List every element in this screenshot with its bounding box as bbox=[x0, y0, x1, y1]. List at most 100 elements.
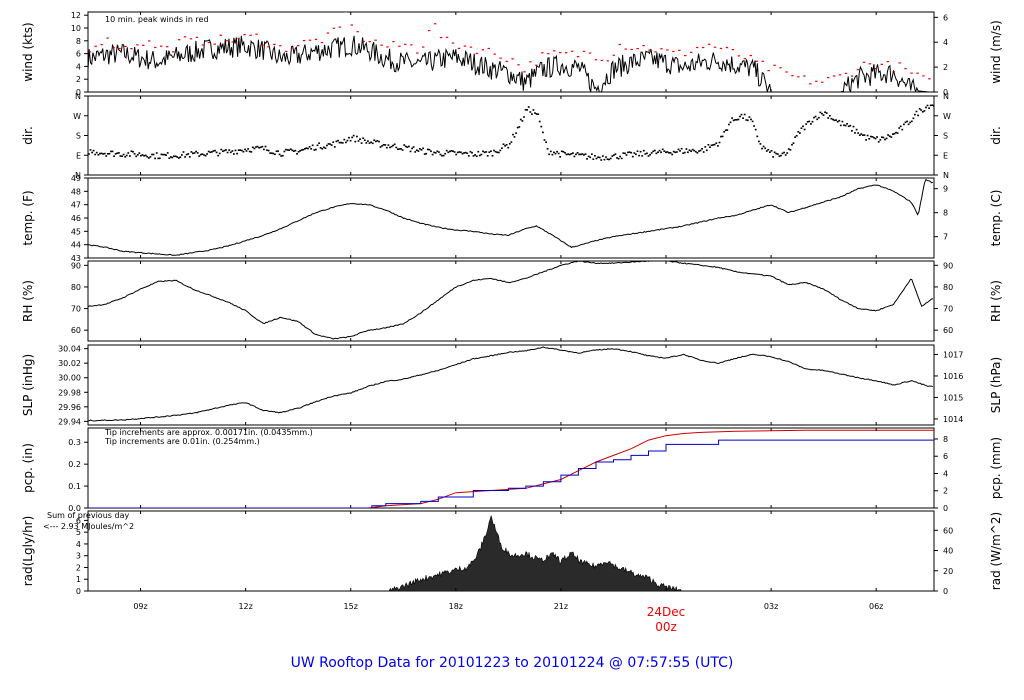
dir-point bbox=[510, 141, 513, 143]
dir-point bbox=[813, 116, 815, 119]
dir-point bbox=[398, 148, 401, 150]
dir-point bbox=[94, 153, 97, 156]
dir-point bbox=[912, 117, 915, 120]
dir-point bbox=[729, 121, 732, 124]
rh-series-line bbox=[88, 261, 934, 340]
tip-note-blue: Tip increments are 0.01in. (0.254mm.) bbox=[104, 437, 260, 446]
dir-point bbox=[880, 136, 883, 138]
dir-point bbox=[404, 145, 407, 148]
dir-point bbox=[868, 138, 871, 140]
dir-point bbox=[285, 148, 287, 151]
dir-point bbox=[467, 155, 470, 157]
dir-point bbox=[253, 147, 256, 150]
dir-point bbox=[546, 148, 549, 150]
dir-point bbox=[352, 134, 355, 137]
dir-point bbox=[201, 153, 204, 155]
dir-point bbox=[728, 123, 730, 126]
dir-point bbox=[835, 119, 837, 121]
dir-point bbox=[426, 148, 429, 151]
dir-point bbox=[847, 125, 850, 128]
dir-point bbox=[523, 116, 525, 118]
dir-point bbox=[715, 142, 718, 144]
dir-point bbox=[794, 136, 796, 138]
dir-point bbox=[920, 109, 923, 111]
dir-point bbox=[742, 117, 744, 119]
dir-point bbox=[562, 151, 565, 153]
dir-point bbox=[690, 150, 692, 152]
dir-point bbox=[641, 155, 644, 157]
dir-point bbox=[455, 153, 458, 156]
dir-point bbox=[887, 134, 889, 136]
dir-point bbox=[884, 138, 886, 141]
dir-point bbox=[635, 153, 637, 156]
dir-point bbox=[187, 153, 190, 155]
dir-point bbox=[417, 150, 420, 152]
dir-point bbox=[247, 148, 249, 150]
dir-point bbox=[116, 152, 119, 154]
dir-point bbox=[304, 148, 306, 150]
dir-point bbox=[195, 150, 197, 153]
dir-point bbox=[795, 135, 798, 137]
tip-note-red: Tip increments are approx. 0.00171in. (0… bbox=[104, 428, 313, 437]
dir-point bbox=[299, 150, 301, 152]
dir-point bbox=[118, 152, 120, 154]
panel-frame bbox=[87, 11, 935, 93]
dir-point bbox=[329, 143, 331, 145]
dir-point bbox=[655, 152, 658, 155]
dir-point bbox=[215, 151, 218, 154]
dir-point bbox=[921, 111, 924, 113]
dir-point bbox=[849, 124, 852, 127]
dir-point bbox=[453, 151, 456, 153]
dir-point bbox=[393, 143, 396, 146]
dir-point bbox=[130, 150, 133, 152]
dir-point bbox=[170, 156, 172, 158]
dir-point bbox=[803, 128, 806, 131]
dir-point bbox=[620, 157, 623, 160]
dir-point bbox=[428, 148, 431, 151]
dir-point bbox=[567, 153, 569, 155]
dir-point bbox=[909, 121, 912, 124]
dir-point bbox=[543, 139, 546, 141]
dir-point bbox=[516, 126, 519, 129]
dir-point bbox=[858, 134, 861, 136]
dir-point bbox=[698, 150, 700, 152]
dir-point bbox=[890, 136, 893, 138]
dir-point bbox=[631, 155, 634, 158]
dir-point bbox=[387, 144, 390, 146]
rad-sum-value: <--- 2.93 MJoules/m^2 bbox=[43, 522, 134, 531]
dir-point bbox=[792, 142, 795, 144]
dir-point bbox=[862, 134, 864, 136]
time-tick-label: 12z bbox=[238, 602, 252, 611]
dir-point bbox=[168, 157, 171, 159]
dir-point bbox=[367, 140, 369, 142]
dir-point bbox=[190, 151, 193, 153]
dir-point bbox=[806, 121, 809, 123]
y-tick-label: 10 bbox=[71, 24, 81, 33]
y-tick-label: E bbox=[76, 151, 81, 160]
dir-point bbox=[839, 124, 842, 127]
dir-point bbox=[444, 152, 447, 155]
dir-point bbox=[305, 147, 308, 149]
dir-point bbox=[132, 151, 134, 153]
plot-area bbox=[88, 178, 934, 256]
dir-point bbox=[800, 127, 803, 129]
day-marker-date: 24Dec bbox=[647, 605, 686, 619]
panel-frame bbox=[87, 427, 935, 509]
dir-point bbox=[772, 156, 774, 158]
dir-point bbox=[147, 157, 150, 159]
dir-point bbox=[368, 142, 371, 144]
dir-point bbox=[431, 153, 434, 156]
dir-point bbox=[658, 149, 661, 152]
dir-point bbox=[378, 140, 380, 143]
dir-point bbox=[433, 151, 435, 154]
dir-point bbox=[385, 146, 388, 149]
dir-point bbox=[289, 148, 292, 150]
panel-frame bbox=[87, 95, 935, 176]
dir-point bbox=[819, 111, 822, 114]
dir-point bbox=[188, 156, 191, 158]
dir-point bbox=[519, 118, 522, 121]
dir-point bbox=[471, 151, 473, 154]
dir-point bbox=[212, 150, 215, 152]
